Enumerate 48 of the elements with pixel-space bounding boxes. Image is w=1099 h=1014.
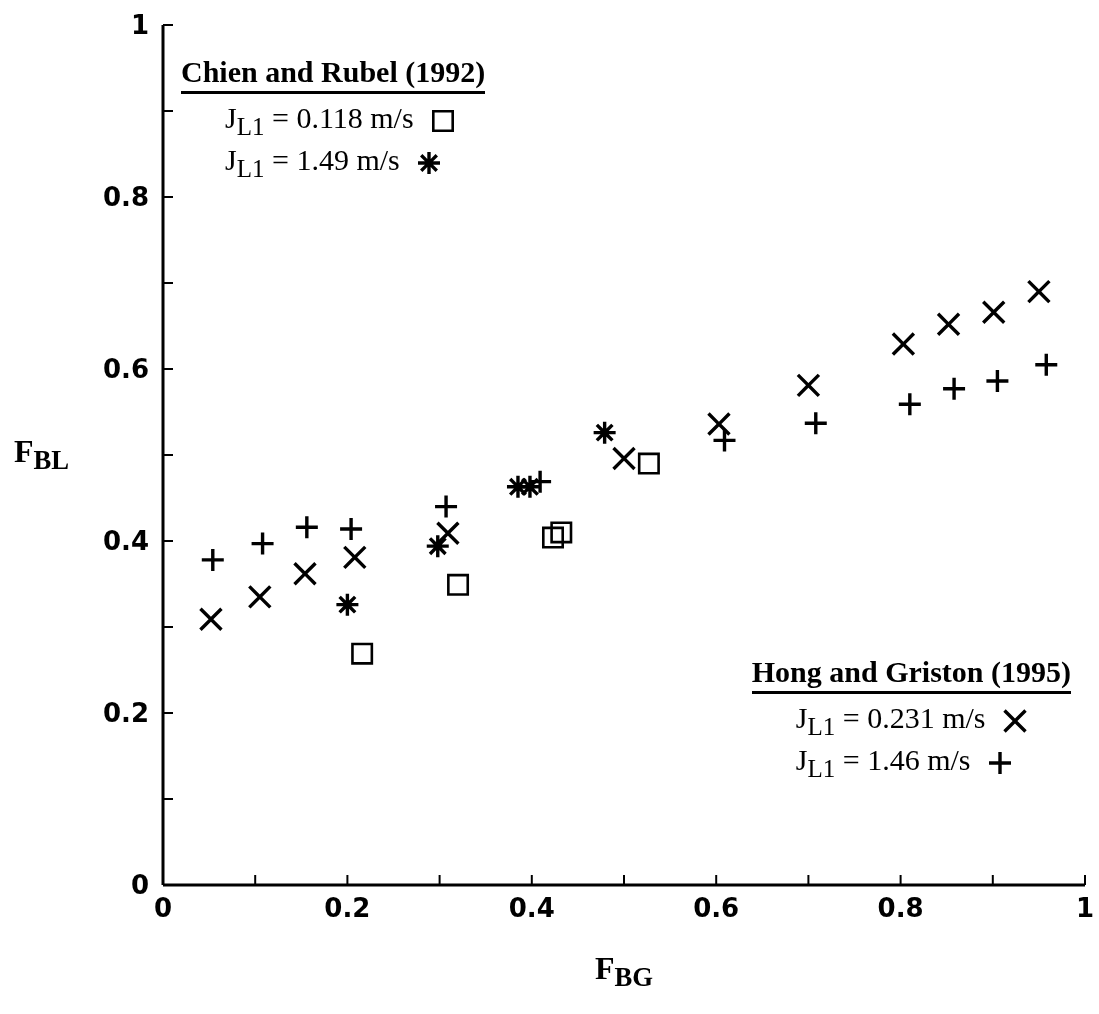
point	[1027, 279, 1051, 304]
point	[293, 561, 317, 586]
x-tick-label: 1	[1075, 893, 1095, 924]
point	[637, 452, 660, 475]
legend-label: J$_{L1}$ = 0.231 m/s	[795, 701, 986, 741]
point	[891, 332, 916, 356]
point	[435, 495, 458, 518]
y-tick-label: 0.8	[102, 182, 149, 213]
point	[426, 535, 449, 558]
point	[982, 300, 1006, 324]
point	[898, 393, 921, 416]
point	[986, 370, 1009, 393]
point	[943, 377, 966, 400]
y-axis-title: F$_{BL}$	[14, 433, 70, 476]
x-tick-label: 0.4	[508, 893, 555, 924]
x-axis-title: F$_{BG}$	[594, 950, 654, 993]
point	[295, 516, 318, 539]
point	[199, 607, 223, 631]
x-tick-label: 0.8	[877, 893, 924, 924]
point	[436, 521, 460, 545]
x-tick-label: 0	[153, 893, 173, 924]
point	[542, 526, 565, 549]
legend-label: J$_{L1}$ = 0.118 m/s	[225, 101, 414, 141]
y-tick-label: 0.4	[102, 526, 149, 557]
point	[340, 517, 363, 540]
point	[248, 585, 272, 609]
point	[707, 412, 731, 436]
point	[201, 548, 224, 571]
annotation: Chien and Rubel (1992)	[181, 55, 486, 94]
point	[936, 312, 961, 336]
y-tick-label: 0.2	[102, 698, 149, 729]
y-tick-label: 0.6	[102, 354, 149, 385]
point	[336, 593, 359, 616]
y-tick-label: 1	[130, 10, 149, 41]
point	[593, 421, 616, 444]
annotation: Hong and Griston (1995)	[751, 655, 1071, 694]
point	[529, 470, 552, 493]
x-tick-label: 0.2	[324, 893, 371, 924]
x-tick-label: 0.6	[693, 893, 740, 924]
point	[447, 573, 470, 596]
point	[804, 412, 827, 435]
legend-label: J$_{L1}$ = 1.49 m/s	[225, 143, 400, 183]
point	[796, 373, 821, 398]
legend-label: J$_{L1}$ = 1.46 m/s	[795, 743, 971, 783]
point	[343, 545, 367, 570]
point	[351, 642, 374, 665]
y-tick-label: 0	[130, 870, 149, 901]
point	[550, 521, 573, 544]
